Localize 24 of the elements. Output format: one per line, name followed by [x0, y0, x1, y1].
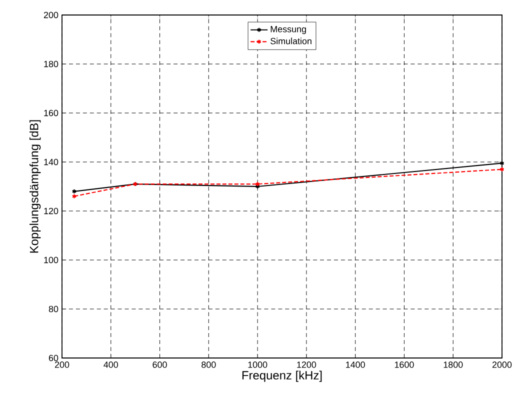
- x-axis-title: Frequenz [kHz]: [242, 370, 322, 382]
- y-tick-label: 160: [44, 110, 58, 116]
- x-tick-label: 1200: [297, 362, 316, 368]
- x-tick-label: 1800: [444, 362, 463, 368]
- y-tick-label: 100: [44, 256, 58, 264]
- y-tick-label: 140: [44, 158, 58, 166]
- legend-label: Simulation: [270, 38, 312, 44]
- x-tick-label: 200: [54, 362, 70, 368]
- y-tick-label: 80: [48, 306, 58, 312]
- x-tick-label: 1400: [346, 362, 365, 368]
- y-tick-label: 120: [44, 208, 58, 214]
- x-tick-label: 400: [104, 362, 118, 368]
- x-tick-label: 800: [202, 362, 216, 368]
- x-tick-label: 600: [152, 362, 167, 368]
- x-tick-label: 2000: [492, 362, 512, 368]
- x-tick-label: 1600: [394, 362, 414, 368]
- y-tick-label: 60: [48, 354, 58, 362]
- x-tick-label: 1000: [248, 362, 268, 368]
- point: [72, 194, 76, 199]
- legend-label: Messung: [270, 26, 306, 34]
- point: [500, 166, 504, 172]
- y-tick-label: 180: [44, 60, 58, 68]
- y-axis-title: Kopplungsdämpfung [dB]: [30, 120, 41, 253]
- y-tick-label: 200: [44, 12, 58, 18]
